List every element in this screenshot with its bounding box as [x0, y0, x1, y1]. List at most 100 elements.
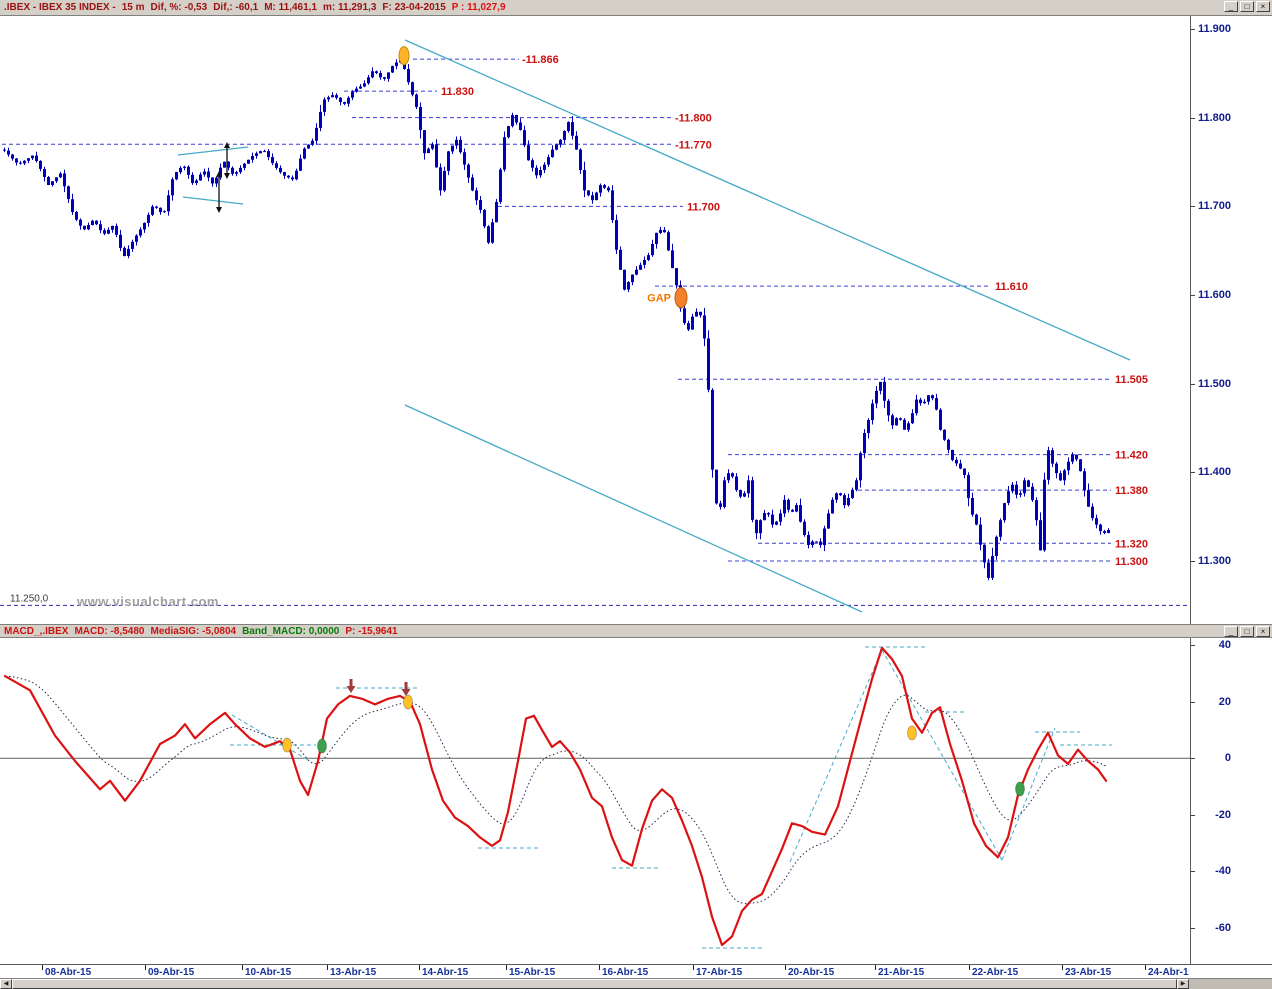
- title-segment: m: 11,291,3: [323, 2, 377, 13]
- price-axis-tick: [1191, 472, 1195, 473]
- date-label: 23-Abr-15: [1065, 967, 1112, 978]
- signal-cross-marker: [1015, 781, 1025, 797]
- support-resistance-levels: -11.866 11.830 -11.800 -11.770 11.700 11.610 1…: [0, 54, 1190, 606]
- macd-window-controls: _ □ ×: [1224, 626, 1270, 637]
- title-segment: P : 11,027,9: [451, 2, 506, 13]
- macd-panel[interactable]: [0, 638, 1190, 964]
- scroll-right-arrow-icon[interactable]: ▶: [1177, 979, 1189, 989]
- macd-axis-tick: [1191, 871, 1195, 872]
- date-label: 10-Abr-15: [245, 967, 292, 978]
- date-tick: [242, 965, 243, 970]
- price-axis-tick: [1191, 561, 1195, 562]
- macd-axis-tick: [1191, 702, 1195, 703]
- macd-axis-label: -60: [1215, 922, 1231, 934]
- macd-chart[interactable]: [0, 638, 1190, 964]
- price-axis-tick: [1191, 206, 1195, 207]
- signal-cross-marker: [403, 694, 413, 710]
- date-tick: [785, 965, 786, 970]
- price-axis-tick: [1191, 118, 1195, 119]
- date-label: 24-Abr-1: [1148, 967, 1189, 978]
- price-axis-column[interactable]: 11.900 11.800 11.700 11.600 11.500 11.400 11.3…: [1190, 16, 1272, 964]
- price-window-controls: _ □ ×: [1224, 1, 1270, 12]
- price-chart[interactable]: -11.866 11.830 -11.800 -11.770 11.700 11.610 1…: [0, 16, 1190, 624]
- macd-axis-label: -20: [1215, 809, 1231, 821]
- date-tick: [145, 965, 146, 970]
- close-button[interactable]: ×: [1256, 1, 1270, 12]
- macd-axis-label: 40: [1218, 639, 1231, 651]
- date-label: 20-Abr-15: [788, 967, 835, 978]
- date-tick: [1062, 965, 1063, 970]
- title-segment: Dif,: -60,1: [213, 2, 259, 13]
- date-label: 15-Abr-15: [509, 967, 556, 978]
- maximize-button[interactable]: □: [1240, 1, 1254, 12]
- macd-window-titlebar[interactable]: MACD_,.IBEX MACD: -8,5480 MediaSIG: -5,080…: [0, 624, 1272, 638]
- candlestick-series: [3, 58, 1110, 581]
- price-axis-tick: [1191, 295, 1195, 296]
- date-label: 21-Abr-15: [878, 967, 925, 978]
- date-label: 16-Abr-15: [602, 967, 649, 978]
- svg-text:11.700: 11.700: [687, 201, 720, 213]
- macd-line: [3, 646, 1108, 947]
- date-tick: [327, 965, 328, 970]
- title-segment: F: 23-04-2015: [382, 2, 446, 13]
- chart-markers: GAP: [216, 46, 688, 309]
- scroll-left-arrow-icon[interactable]: ◀: [0, 979, 12, 989]
- macd-axis-tick: [1191, 645, 1195, 646]
- svg-text:11.300: 11.300: [1115, 556, 1148, 568]
- title-segment: M: 11,461,1: [264, 2, 318, 13]
- date-label: 17-Abr-15: [696, 967, 743, 978]
- price-chart-panel[interactable]: -11.866 11.830 -11.800 -11.770 11.700 11.610 1…: [0, 16, 1190, 624]
- signal-cross-marker: [907, 725, 917, 741]
- svg-text:11.420: 11.420: [1115, 450, 1148, 462]
- minimize-button[interactable]: _: [1224, 626, 1238, 637]
- scrollbar-thumb[interactable]: [12, 979, 1177, 989]
- down-arrow-icon: [346, 679, 356, 693]
- date-label: 08-Abr-15: [45, 967, 92, 978]
- date-label: 22-Abr-15: [972, 967, 1019, 978]
- price-axis-label: 11.900: [1197, 23, 1231, 35]
- maximize-button[interactable]: □: [1240, 626, 1254, 637]
- macd-lines: [3, 646, 1108, 947]
- svg-text:-11.866: -11.866: [522, 54, 559, 66]
- macd-markers: [282, 679, 1025, 797]
- date-tick: [693, 965, 694, 970]
- svg-text:11.320: 11.320: [1115, 538, 1148, 550]
- svg-text:11.250,0: 11.250,0: [10, 593, 49, 604]
- down-arrow-icon: [401, 682, 411, 696]
- date-tick: [969, 965, 970, 970]
- date-tick: [506, 965, 507, 970]
- gap-label: GAP: [647, 293, 671, 305]
- close-button[interactable]: ×: [1256, 626, 1270, 637]
- title-segment: .IBEX - IBEX 35 INDEX -: [4, 2, 116, 13]
- macd-axis-label: -40: [1215, 865, 1231, 877]
- title-segment: 15 m: [121, 2, 145, 13]
- price-axis-label: 11.800: [1197, 112, 1231, 124]
- signal-cross-marker: [317, 738, 327, 754]
- trendlines: [177, 39, 1131, 613]
- date-tick: [419, 965, 420, 970]
- date-label: 09-Abr-15: [148, 967, 195, 978]
- title-segment: P: -15,9641: [345, 626, 398, 637]
- title-segment: Band_MACD: 0,0000: [242, 626, 340, 637]
- price-axis-label: 11.600: [1197, 289, 1231, 301]
- svg-text:11.610: 11.610: [995, 281, 1028, 293]
- date-axis[interactable]: 08-Abr-15 09-Abr-15 10-Abr-15 13-Abr-15 14-A…: [0, 964, 1272, 978]
- price-axis-label: 11.400: [1197, 466, 1231, 478]
- price-axis-label: 11.300: [1197, 555, 1231, 567]
- svg-text:11.380: 11.380: [1115, 485, 1148, 497]
- price-axis-tick: [1191, 384, 1195, 385]
- macd-axis-label: 0: [1224, 752, 1231, 764]
- price-window-titlebar[interactable]: .IBEX - IBEX 35 INDEX - 15 m Dif, %: -0,53…: [0, 0, 1272, 16]
- price-axis-label: 11.700: [1197, 200, 1231, 212]
- minimize-button[interactable]: _: [1224, 1, 1238, 12]
- macd-axis-tick: [1191, 758, 1195, 759]
- signal-cross-marker: [282, 737, 292, 753]
- horizontal-scrollbar[interactable]: ◀ ▶: [0, 978, 1272, 989]
- price-axis-label: 11.500: [1197, 378, 1231, 390]
- macd-axis-tick: [1191, 928, 1195, 929]
- macd-axis-tick: [1191, 815, 1195, 816]
- title-segment: MediaSIG: -5,0804: [150, 626, 237, 637]
- date-tick: [875, 965, 876, 970]
- svg-text:-11.770: -11.770: [675, 139, 712, 151]
